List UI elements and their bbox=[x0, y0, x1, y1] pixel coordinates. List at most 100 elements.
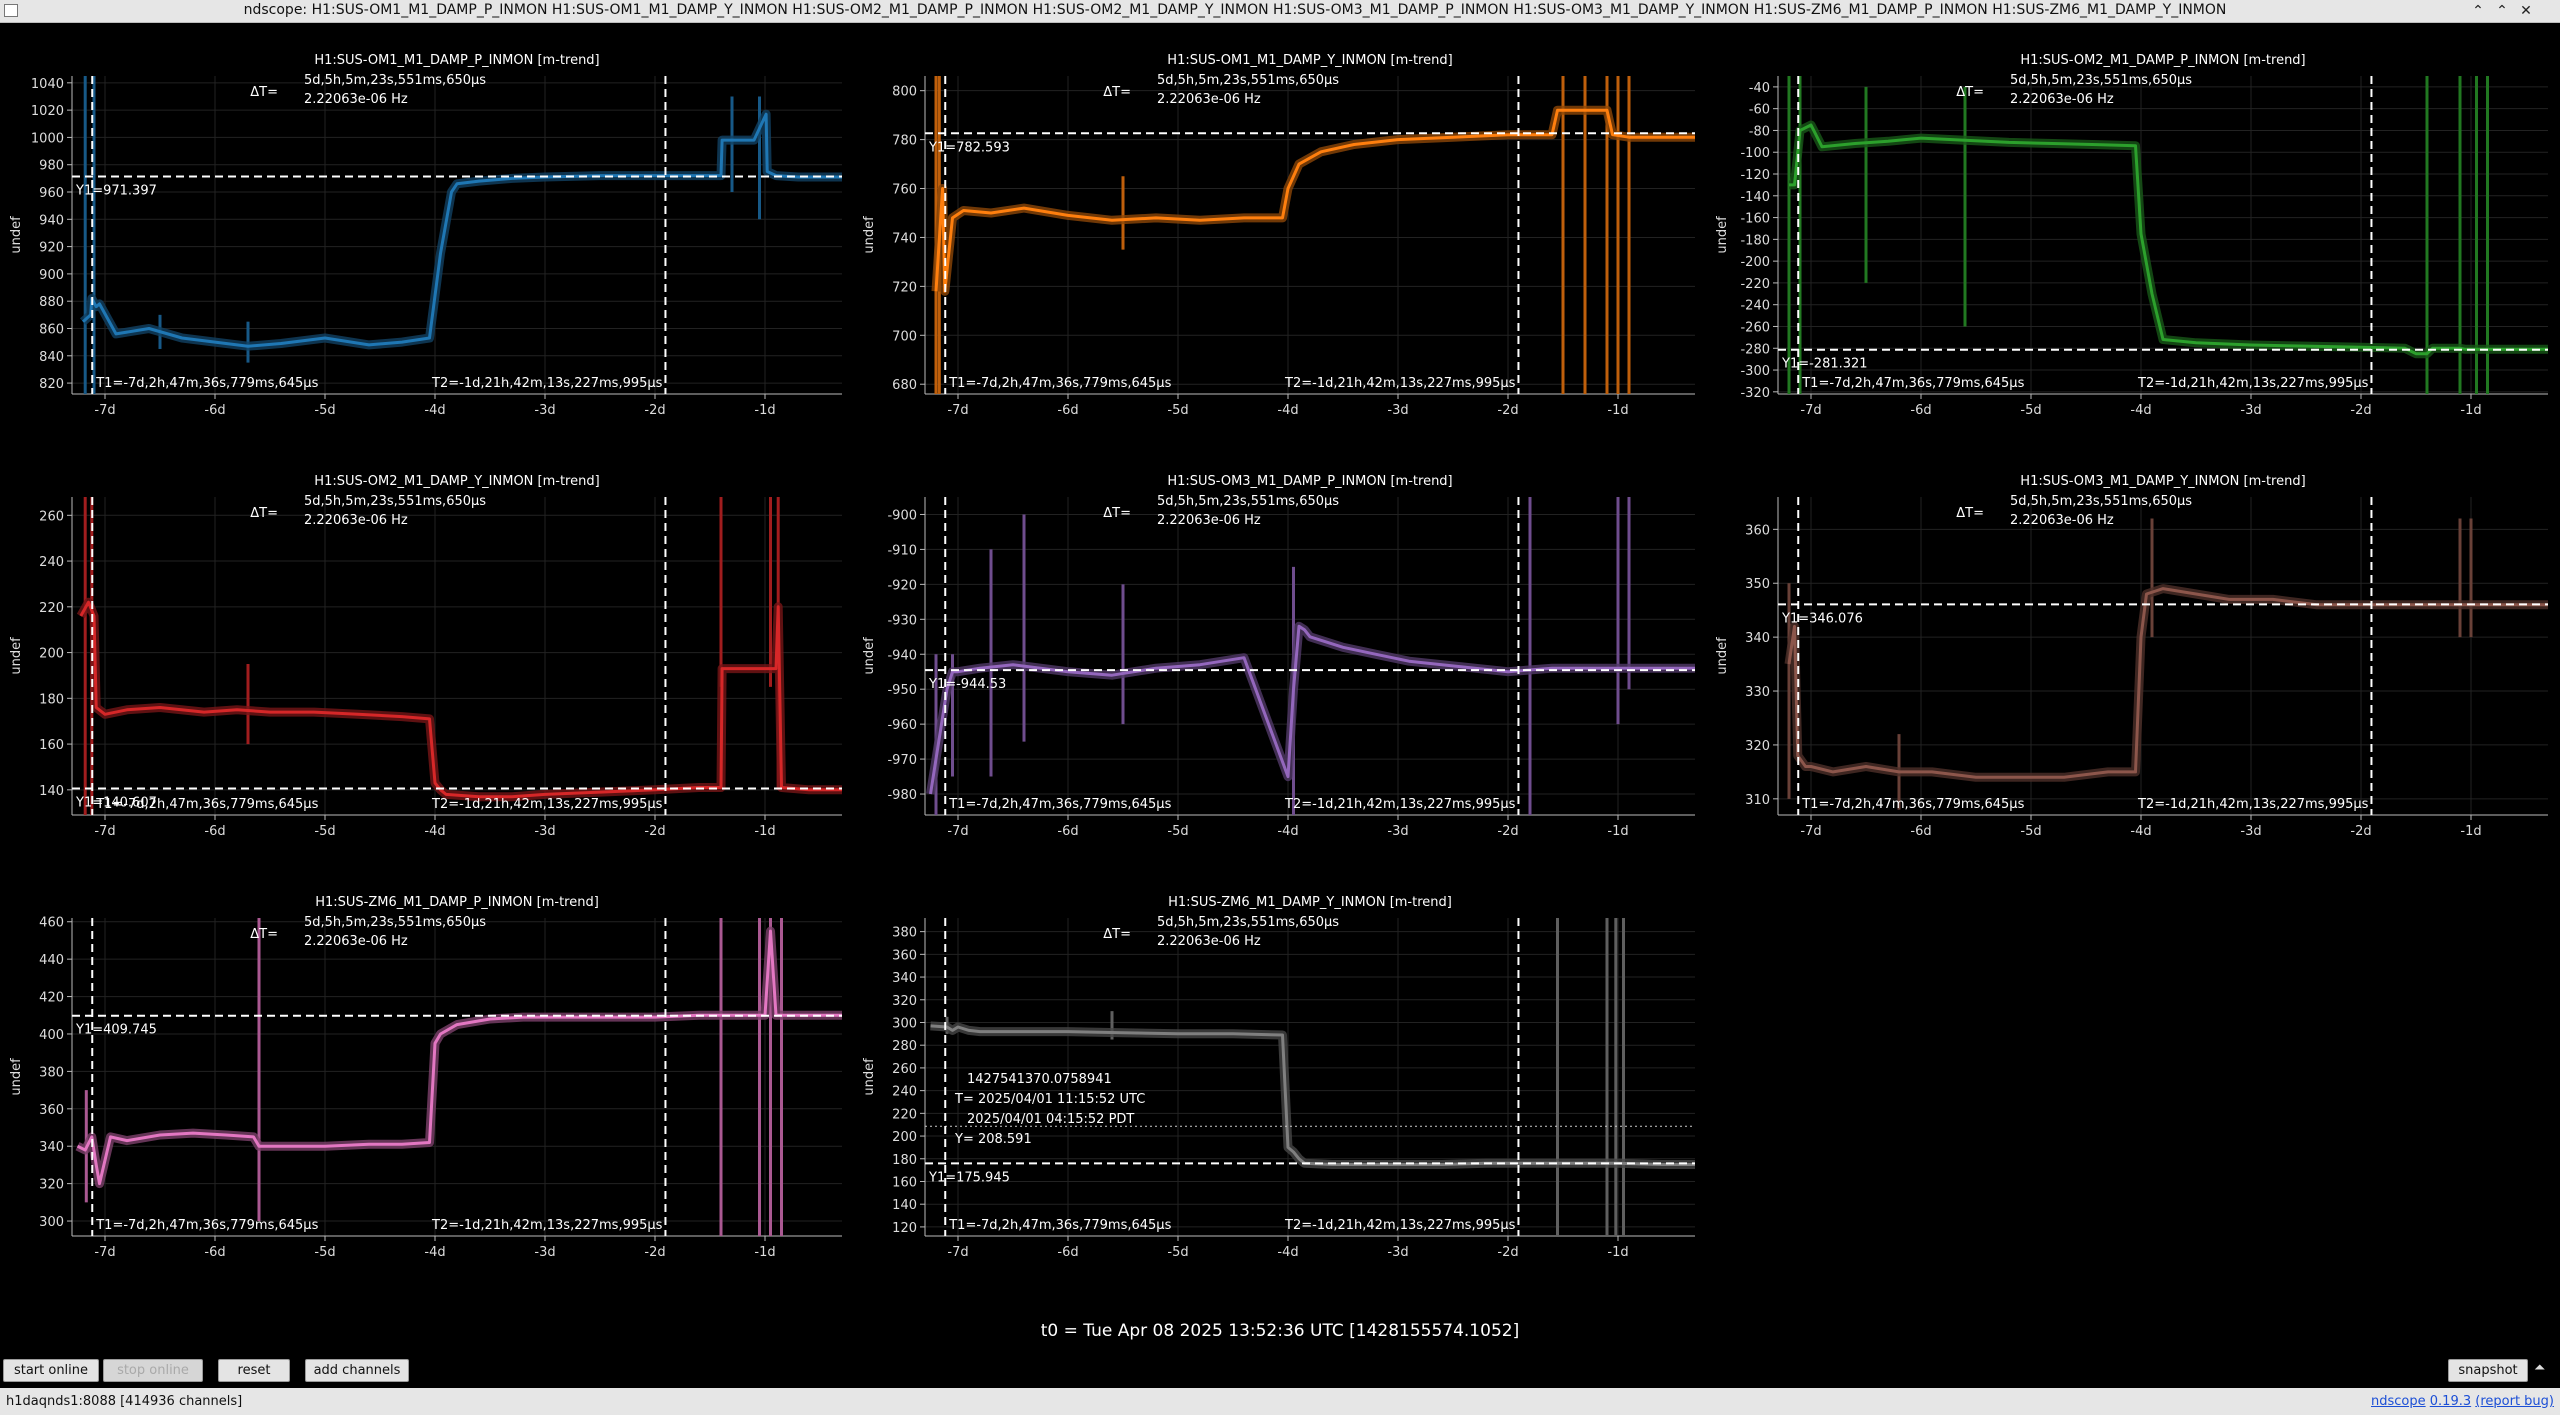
series-line bbox=[81, 112, 842, 348]
reset-button[interactable]: reset bbox=[218, 1359, 290, 1382]
y-tick-label: 720 bbox=[892, 280, 917, 295]
y-tick-label: -120 bbox=[1740, 168, 1770, 183]
hover-tooltip-line: Y= 208.591 bbox=[954, 1132, 1032, 1147]
chevron-up-icon[interactable]: ⏶ bbox=[2534, 1360, 2546, 1376]
t2-cursor-label: T2=-1d,21h,42m,13s,227ms,995μs bbox=[1284, 376, 1516, 391]
series-line bbox=[934, 108, 1695, 293]
y-tick-label: -970 bbox=[887, 753, 917, 768]
plot-title: H1:SUS-ZM6_M1_DAMP_Y_INMON [m-trend] bbox=[1168, 895, 1452, 910]
plot-title: H1:SUS-OM3_M1_DAMP_P_INMON [m-trend] bbox=[1167, 474, 1452, 489]
y-tick-label: 300 bbox=[892, 1016, 917, 1031]
stop-online-button[interactable]: stop online bbox=[103, 1359, 203, 1382]
t1-cursor-label: T1=-7d,2h,47m,36s,779ms,645μs bbox=[948, 376, 1171, 391]
x-tick-label: -1d bbox=[2460, 403, 2481, 418]
y-tick-label: 300 bbox=[39, 1215, 64, 1230]
x-tick-label: -1d bbox=[1607, 824, 1628, 839]
y-tick-label: 340 bbox=[892, 971, 917, 986]
minimize-icon[interactable]: ⌃ bbox=[2472, 3, 2484, 19]
t1-cursor-label: T1=-7d,2h,47m,36s,779ms,645μs bbox=[95, 1218, 318, 1233]
plot-title: H1:SUS-OM2_M1_DAMP_P_INMON [m-trend] bbox=[2020, 53, 2305, 68]
x-tick-label: -5d bbox=[314, 1245, 335, 1260]
y-tick-label: 340 bbox=[39, 1140, 64, 1155]
delta-t-label: ΔT= bbox=[1956, 506, 1984, 521]
delta-t-label: ΔT= bbox=[250, 506, 278, 521]
add-channels-button[interactable]: add channels bbox=[305, 1359, 409, 1382]
y-tick-label: 700 bbox=[892, 329, 917, 344]
y-axis-label: undef bbox=[1715, 637, 1730, 675]
window-titlebar[interactable]: ndscope: H1:SUS-OM1_M1_DAMP_P_INMON H1:S… bbox=[0, 0, 2560, 23]
hover-tooltip-line: T= 2025/04/01 11:15:52 UTC bbox=[954, 1092, 1145, 1107]
x-tick-label: -3d bbox=[2240, 403, 2261, 418]
y-tick-label: -910 bbox=[887, 543, 917, 558]
plot-7[interactable]: H1:SUS-ZM6_M1_DAMP_P_INMON [m-trend] 300 3… bbox=[0, 864, 850, 1282]
y-tick-label: -200 bbox=[1740, 255, 1770, 270]
y-tick-label: 160 bbox=[892, 1175, 917, 1190]
x-tick-label: -4d bbox=[2130, 824, 2151, 839]
x-tick-label: -7d bbox=[94, 403, 115, 418]
plot-1[interactable]: H1:SUS-OM1_M1_DAMP_P_INMON [m-trend] 820 8… bbox=[0, 22, 850, 440]
x-tick-label: -2d bbox=[644, 824, 665, 839]
plot-grid-lines bbox=[1778, 76, 2548, 394]
plot-6[interactable]: H1:SUS-OM3_M1_DAMP_Y_INMON [m-trend] 310 3… bbox=[1706, 443, 2556, 861]
y-tick-label: 180 bbox=[892, 1153, 917, 1168]
delta-t-frequency: 2.22063e-06 Hz bbox=[304, 513, 408, 528]
series-line bbox=[79, 600, 842, 799]
delta-t-value: 5d,5h,5m,23s,551ms,650μs bbox=[304, 494, 486, 509]
x-tick-label: -7d bbox=[94, 1245, 115, 1260]
t1-cursor-label: T1=-7d,2h,47m,36s,779ms,645μs bbox=[1801, 797, 2024, 812]
x-tick-label: -2d bbox=[644, 1245, 665, 1260]
close-icon[interactable]: ✕ bbox=[2520, 3, 2532, 19]
plot-title: H1:SUS-OM2_M1_DAMP_Y_INMON [m-trend] bbox=[314, 474, 599, 489]
ndscope-link[interactable]: ndscope bbox=[2371, 1394, 2426, 1409]
x-tick-label: -4d bbox=[1277, 1245, 1298, 1260]
x-tick-label: -3d bbox=[2240, 824, 2261, 839]
y-tick-label: 260 bbox=[892, 1062, 917, 1077]
delta-t-value: 5d,5h,5m,23s,551ms,650μs bbox=[1157, 73, 1339, 88]
y-tick-label: 360 bbox=[39, 1103, 64, 1118]
x-tick-label: -5d bbox=[1167, 403, 1188, 418]
delta-t-label: ΔT= bbox=[1103, 927, 1131, 942]
plot-2[interactable]: H1:SUS-OM1_M1_DAMP_Y_INMON [m-trend] 680 7… bbox=[853, 22, 1703, 440]
version-link[interactable]: 0.19.3 bbox=[2429, 1394, 2472, 1409]
y-tick-label: -260 bbox=[1740, 320, 1770, 335]
t2-cursor-label: T2=-1d,21h,42m,13s,227ms,995μs bbox=[1284, 1218, 1516, 1233]
report-bug-link[interactable]: (report bug) bbox=[2475, 1394, 2554, 1409]
y-tick-label: 200 bbox=[892, 1130, 917, 1145]
control-bar: start online stop online reset add chann… bbox=[0, 1356, 2560, 1386]
x-tick-label: -2d bbox=[2350, 824, 2371, 839]
x-tick-label: -2d bbox=[1497, 403, 1518, 418]
y-tick-label: 120 bbox=[892, 1221, 917, 1236]
y-axis-label: undef bbox=[9, 1058, 24, 1096]
delta-t-label: ΔT= bbox=[1103, 506, 1131, 521]
plot-3[interactable]: H1:SUS-OM2_M1_DAMP_P_INMON [m-trend] -320… bbox=[1706, 22, 2556, 440]
y1-cursor-label: Y1=346.076 bbox=[1781, 611, 1863, 626]
plot-8[interactable]: H1:SUS-ZM6_M1_DAMP_Y_INMON [m-trend] 120 1… bbox=[853, 864, 1703, 1282]
snapshot-button[interactable]: snapshot bbox=[2448, 1359, 2528, 1382]
plot-5[interactable]: H1:SUS-OM3_M1_DAMP_P_INMON [m-trend] -980… bbox=[853, 443, 1703, 861]
x-tick-label: -7d bbox=[947, 403, 968, 418]
delta-t-frequency: 2.22063e-06 Hz bbox=[2010, 513, 2114, 528]
delta-t-frequency: 2.22063e-06 Hz bbox=[1157, 934, 1261, 949]
x-tick-label: -7d bbox=[1800, 824, 1821, 839]
y-axis-label: undef bbox=[1715, 216, 1730, 254]
plot-4[interactable]: H1:SUS-OM2_M1_DAMP_Y_INMON [m-trend] 140 1… bbox=[0, 443, 850, 861]
y-tick-label: 360 bbox=[892, 948, 917, 963]
start-online-button[interactable]: start online bbox=[3, 1359, 99, 1382]
hover-tooltip-line: 2025/04/01 04:15:52 PDT bbox=[967, 1112, 1134, 1127]
y-tick-label: 380 bbox=[892, 926, 917, 941]
x-tick-label: -4d bbox=[2130, 403, 2151, 418]
y-tick-label: -80 bbox=[1749, 124, 1770, 139]
y-axis-label: undef bbox=[862, 216, 877, 254]
delta-t-frequency: 2.22063e-06 Hz bbox=[304, 92, 408, 107]
y-axis-label: undef bbox=[9, 216, 24, 254]
x-tick-label: -6d bbox=[1057, 403, 1078, 418]
t0-label: t0 = Tue Apr 08 2025 13:52:36 UTC [14281… bbox=[1040, 1321, 1520, 1341]
delta-t-label: ΔT= bbox=[250, 927, 278, 942]
x-tick-label: -2d bbox=[1497, 824, 1518, 839]
delta-t-value: 5d,5h,5m,23s,551ms,650μs bbox=[2010, 73, 2192, 88]
t2-cursor-label: T2=-1d,21h,42m,13s,227ms,995μs bbox=[431, 376, 663, 391]
x-tick-label: -4d bbox=[1277, 403, 1298, 418]
y-tick-label: -220 bbox=[1740, 277, 1770, 292]
y-tick-label: 820 bbox=[39, 377, 64, 392]
maximize-icon[interactable]: ⌃ bbox=[2496, 3, 2508, 19]
